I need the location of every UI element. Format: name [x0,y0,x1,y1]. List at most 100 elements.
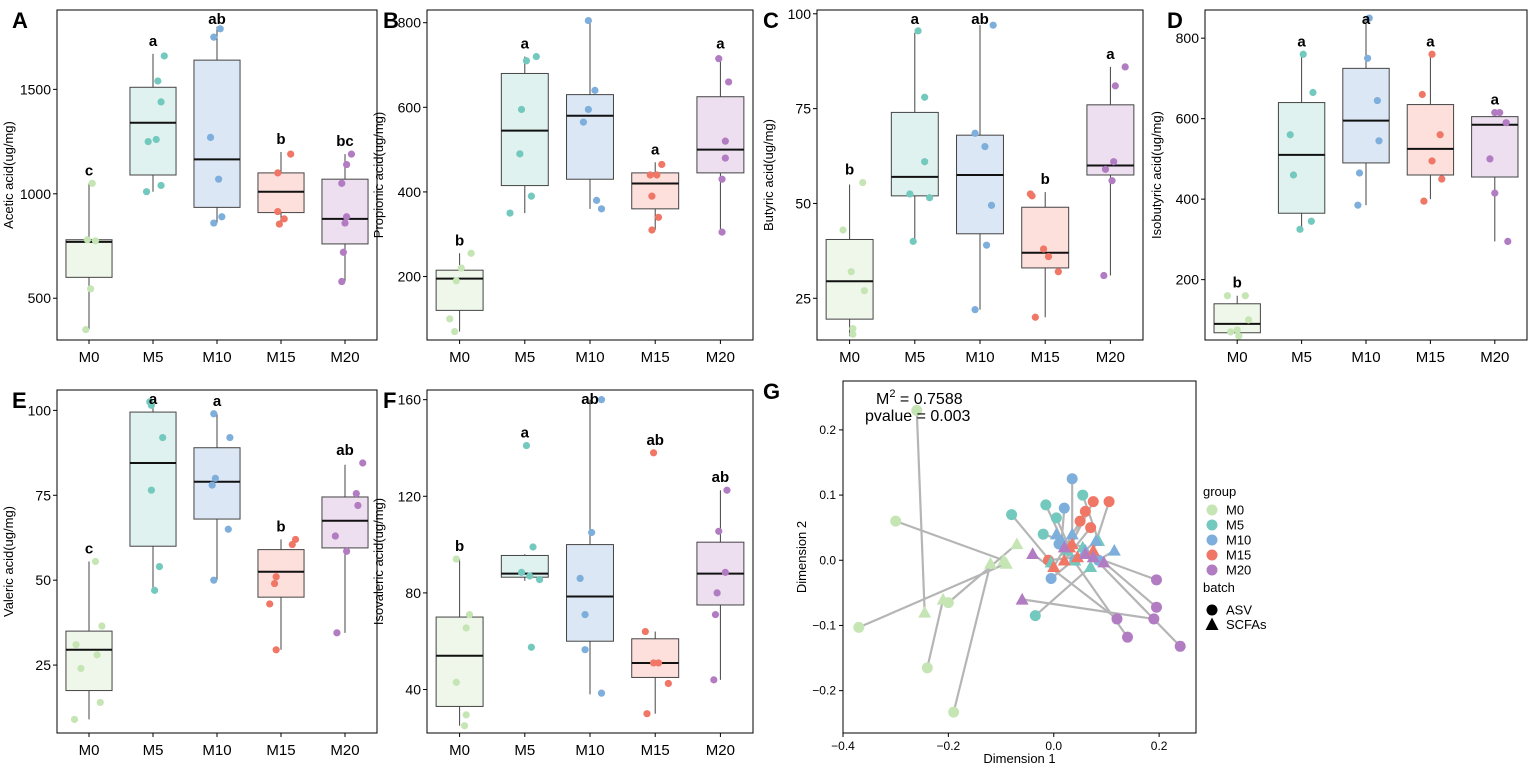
data-point [987,201,996,209]
y-tick-label: 80 [405,585,421,601]
data-point [925,194,934,202]
data-point [1438,175,1446,183]
y-axis-label: Isovaleric acid(ug/mg) [371,498,386,625]
scfa-point [1097,555,1111,568]
data-point [210,410,218,418]
scfa-point [1065,527,1079,540]
data-point [1486,155,1494,163]
data-point [1241,292,1249,300]
data-point [721,568,729,576]
y-tick-label: 0.0 [819,553,836,567]
significance-letter: ab [971,11,989,28]
x-tick-label: M15 [1031,349,1060,366]
data-point [849,330,857,338]
data-point [216,25,224,33]
data-point [710,676,718,684]
legend-label: M5 [1226,518,1244,533]
data-point [718,228,726,236]
data-point [144,137,152,146]
asv-point [1085,522,1097,534]
scfa-point [1010,537,1024,550]
x-tick-label: M15 [641,349,670,366]
data-point [159,433,167,442]
box-m5: a [500,425,549,651]
data-point [343,547,351,555]
data-point [154,77,162,85]
scfa-point [1084,560,1098,572]
x-tick-label: M5 [514,742,535,759]
panel-g: G −0.4 −0.2 0.0 0.2 −0.2 −0.1 0.0 0.1 0.2 Dimensio… [763,379,1267,765]
data-point [1244,316,1253,324]
asv-point [890,515,902,527]
significance-letter: b [276,131,285,148]
box-iqr [890,111,939,197]
legend-swatch [1206,534,1218,546]
significance-letter: ab [581,391,599,408]
annotation-pvalue: pvalue = 0.003 [865,408,971,425]
box-m10: ab [566,391,614,697]
data-point [597,205,606,213]
panel-c: C 25 50 75 100 M0 M5 M10 M15 M20 Butyric acid(ug/m… [761,6,1144,366]
data-point [1028,192,1036,200]
data-point [1110,158,1118,166]
data-point [526,572,534,580]
data-point [226,433,234,442]
x-tick-label: M10 [202,349,231,366]
box-iqr [321,178,369,245]
y-tick-label: 160 [398,392,422,408]
data-point [218,213,226,221]
data-point [155,562,164,571]
plot-frame [842,380,1197,734]
x-tick-label: M10 [965,349,994,366]
data-point [354,501,362,510]
significance-letter: ab [646,432,664,449]
box-m0: b [435,538,484,730]
data-point [588,528,596,537]
legend-label: M15 [1226,548,1251,563]
significance-letter: a [149,33,158,50]
pair-line [1092,556,1181,648]
y-tick-label: 1500 [20,81,51,97]
data-point [206,133,215,142]
data-point [1375,137,1383,145]
asv-point [948,706,960,718]
box-iqr [257,172,305,214]
panel-letter: E [12,388,27,413]
x-tick-label: M15 [266,742,295,759]
x-tick-label: M10 [575,742,604,759]
data-point [275,220,283,228]
data-point [535,576,544,584]
data-point [1502,119,1510,127]
data-point [280,215,288,223]
box-m15: b [1021,171,1070,321]
data-point [1355,169,1364,177]
y-tick-label: 50 [795,195,811,211]
x-tick-label: M20 [1096,349,1125,366]
pair-line [1021,598,1155,621]
x-tick-label: M15 [641,742,670,759]
data-point [72,641,80,649]
asv-point [1058,502,1070,514]
scfa-point [1015,592,1029,605]
data-point [347,150,356,158]
asv-point [1045,573,1057,585]
data-point [581,646,589,654]
legend-title-group: group [1203,484,1236,499]
data-point [1420,197,1428,205]
significance-letter: a [1362,11,1371,28]
data-point [649,449,658,457]
box-m5: a [500,36,549,217]
x-tick-label: M5 [143,349,164,366]
box-m10: a [1342,11,1390,209]
box-iqr [1471,116,1519,178]
box-m10: ab [193,11,241,227]
data-point [446,315,454,323]
y-tick-label: 0.1 [819,488,836,502]
data-point [1418,90,1426,99]
data-point [648,192,656,200]
y-tick-label: 800 [1176,30,1200,46]
significance-letter: b [845,162,854,179]
data-point [579,118,588,126]
panel-e: E 25 50 75 100 M0 M5 M10 M15 M20 Valeric acid(ug/m… [1,388,378,759]
